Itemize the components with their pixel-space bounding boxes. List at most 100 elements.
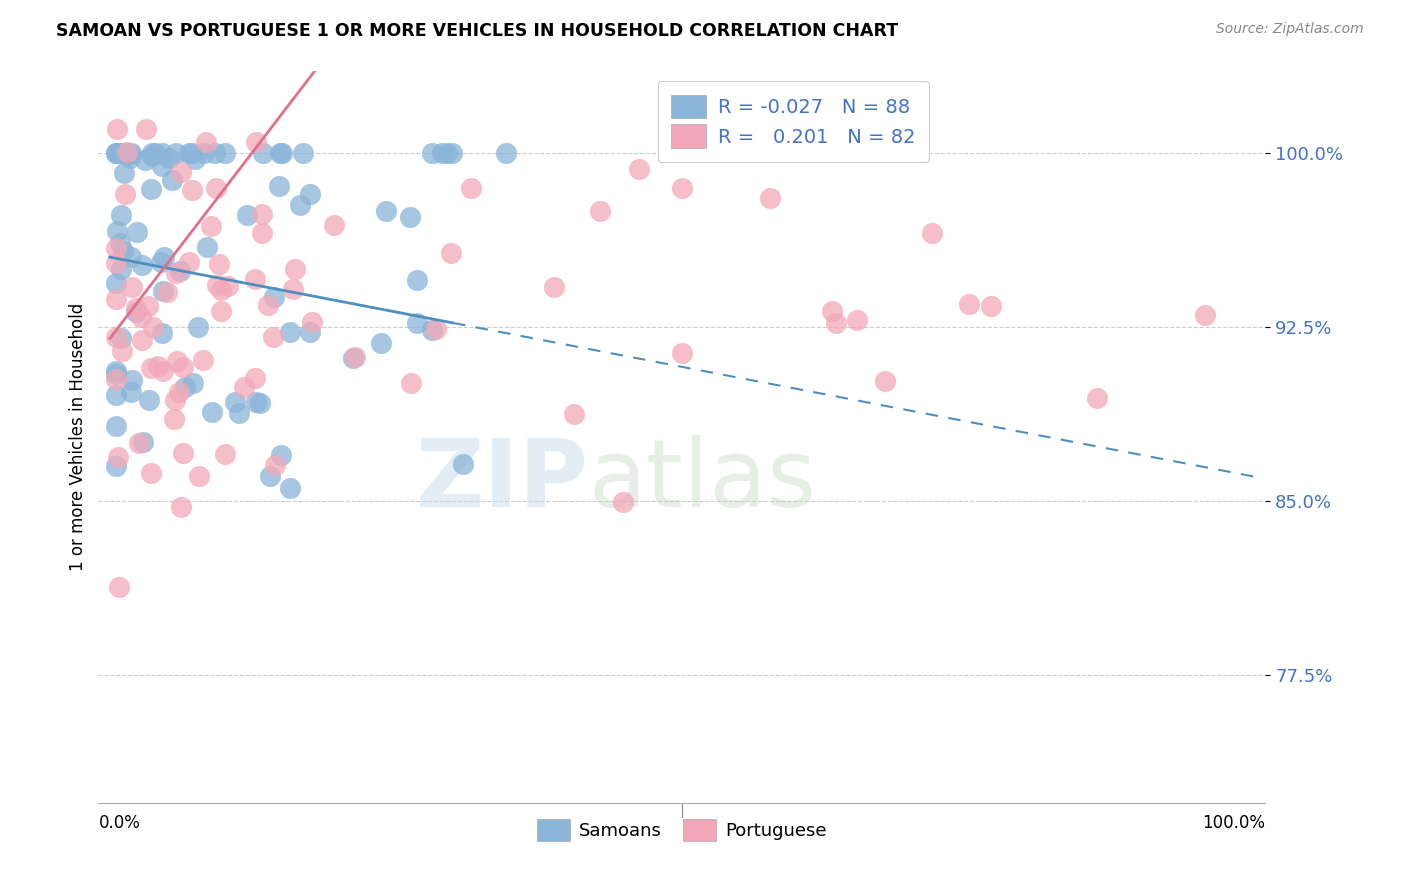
Point	[152, 364, 174, 378]
Point	[104, 364, 127, 378]
Point	[264, 458, 287, 472]
Point	[200, 219, 222, 233]
Point	[107, 145, 129, 160]
Point	[562, 407, 585, 421]
Point	[121, 280, 143, 294]
Point	[139, 360, 162, 375]
Point	[191, 352, 214, 367]
Point	[269, 145, 291, 160]
Point	[125, 305, 148, 319]
Point	[104, 418, 127, 433]
Point	[406, 317, 429, 331]
Point	[115, 145, 138, 160]
Point	[370, 335, 392, 350]
Point	[322, 218, 344, 232]
Point	[142, 320, 165, 334]
Point	[245, 395, 267, 409]
Point	[259, 469, 281, 483]
Point	[420, 323, 443, 337]
Point	[440, 145, 463, 160]
Point	[873, 374, 896, 388]
Point	[980, 299, 1002, 313]
Point	[205, 181, 228, 195]
Point	[117, 145, 139, 159]
Y-axis label: 1 or more Vehicles in Household: 1 or more Vehicles in Household	[69, 303, 87, 571]
Point	[453, 457, 475, 471]
Point	[108, 235, 131, 250]
Point	[110, 145, 132, 160]
Point	[284, 262, 307, 277]
Point	[118, 146, 141, 161]
Point	[110, 208, 132, 222]
Point	[146, 359, 169, 373]
Point	[104, 276, 127, 290]
Point	[169, 264, 191, 278]
Point	[495, 145, 517, 160]
Point	[846, 313, 869, 327]
Point	[1085, 391, 1108, 405]
Point	[104, 241, 127, 255]
Point	[671, 346, 693, 360]
Point	[184, 153, 207, 167]
Point	[156, 285, 179, 299]
Point	[138, 392, 160, 407]
Point	[205, 277, 228, 292]
Point	[141, 148, 163, 162]
Point	[208, 257, 231, 271]
Point	[267, 179, 290, 194]
Point	[291, 145, 314, 160]
Point	[671, 180, 693, 194]
Point	[436, 145, 458, 160]
Point	[249, 396, 271, 410]
Point	[112, 166, 135, 180]
Point	[172, 445, 194, 459]
Point	[165, 266, 187, 280]
Point	[128, 435, 150, 450]
Point	[543, 279, 565, 293]
Point	[131, 258, 153, 272]
Point	[278, 325, 301, 339]
Point	[181, 376, 204, 390]
Point	[298, 325, 321, 339]
Point	[172, 360, 194, 375]
Point	[107, 450, 129, 465]
Point	[120, 385, 142, 400]
Point	[271, 145, 294, 160]
Point	[283, 282, 305, 296]
Point	[201, 404, 224, 418]
Point	[134, 153, 156, 168]
Point	[344, 351, 367, 365]
Text: Source: ZipAtlas.com: Source: ZipAtlas.com	[1216, 22, 1364, 37]
Text: atlas: atlas	[589, 435, 817, 527]
Point	[118, 151, 141, 165]
Point	[224, 395, 246, 409]
Point	[690, 129, 713, 144]
Point	[105, 224, 128, 238]
Point	[278, 481, 301, 495]
Point	[299, 186, 322, 201]
Point	[104, 329, 127, 343]
Point	[167, 384, 190, 399]
Point	[153, 250, 176, 264]
Point	[166, 354, 188, 368]
Point	[425, 322, 447, 336]
Point	[233, 380, 256, 394]
Point	[627, 161, 650, 176]
Point	[406, 273, 429, 287]
Point	[821, 304, 844, 318]
Point	[170, 500, 193, 514]
Point	[177, 145, 200, 160]
Point	[139, 466, 162, 480]
Point	[121, 373, 143, 387]
Point	[921, 226, 943, 240]
Point	[108, 580, 131, 594]
Point	[152, 284, 174, 298]
Point	[243, 371, 266, 385]
Point	[270, 448, 292, 462]
Point	[104, 145, 127, 160]
Point	[174, 380, 197, 394]
Point	[104, 388, 127, 402]
Point	[440, 246, 463, 260]
Point	[157, 151, 180, 165]
Point	[250, 227, 273, 241]
